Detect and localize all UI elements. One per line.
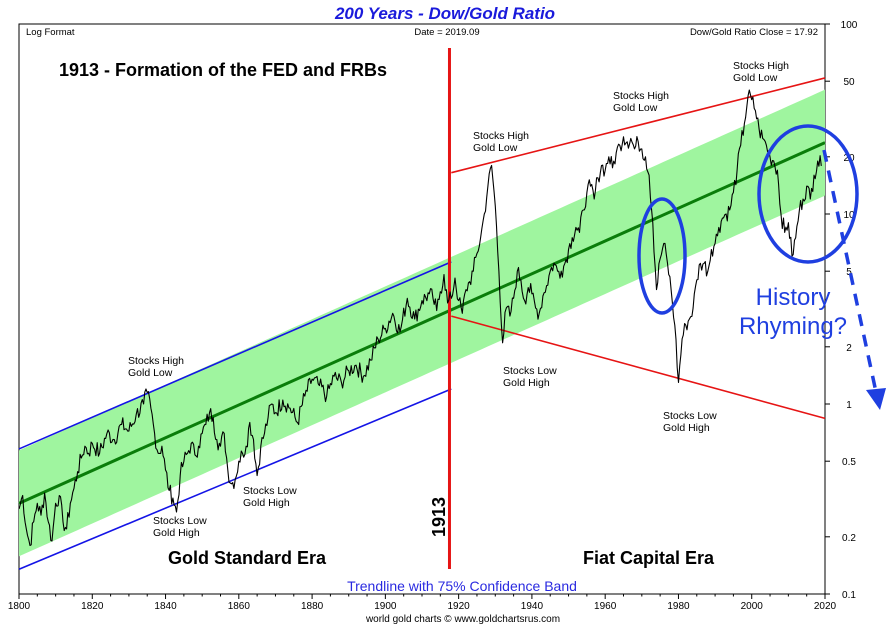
history-rhyming-label: History [756, 284, 831, 311]
confidence-band-layer [18, 89, 826, 557]
x-tick-label: 1820 [81, 601, 104, 612]
x-tick-label: 1800 [8, 601, 31, 612]
x-tick-label: 2020 [814, 601, 837, 612]
y-tick-label: 10 [843, 210, 855, 221]
vertical-1913-label: 1913 [429, 497, 449, 537]
fed-formation-label: 1913 - Formation of the FED and FRBs [59, 60, 387, 80]
stocks-low-gold-high-label: Gold High [243, 497, 290, 509]
annotation-layer: 1913 - Formation of the FED and FRBs Stoc… [59, 60, 886, 568]
dow-gold-ratio-series [18, 89, 822, 547]
gold-channel-upper [18, 261, 452, 450]
y-tick-label: 100 [841, 20, 858, 31]
stocks-high-gold-low-label: Stocks High [128, 355, 184, 367]
x-tick-label: 1840 [154, 601, 177, 612]
fiat-capital-era-label: Fiat Capital Era [583, 548, 715, 568]
y-tick-label: 0.5 [842, 457, 856, 468]
x-tick-label: 1980 [667, 601, 690, 612]
stocks-high-gold-low-label: Stocks High [613, 90, 669, 102]
stocks-low-gold-high-label: Gold High [153, 527, 200, 539]
log-format-label: Log Format [26, 27, 75, 38]
series-layer [18, 89, 822, 547]
chart-title: 200 Years - Dow/Gold Ratio [334, 4, 555, 23]
date-label: Date = 2019.09 [414, 27, 479, 38]
y-tick-label: 1 [846, 400, 852, 411]
footer-credit: world gold charts © www.goldchartsrus.co… [365, 614, 560, 625]
y-tick-label: 5 [846, 267, 852, 278]
y-tick-label: 50 [843, 77, 855, 88]
highlight-circle-2010s [757, 124, 859, 264]
stocks-high-gold-low-label: Gold Low [473, 142, 518, 154]
x-tick-label: 1920 [448, 601, 471, 612]
stocks-high-gold-low-label: Gold Low [613, 102, 658, 114]
trendline-label: Trendline with 75% Confidence Band [347, 578, 577, 594]
x-tick-label: 1940 [521, 601, 544, 612]
fiat-channel-lower [451, 315, 826, 420]
stocks-low-gold-high-label: Gold High [663, 422, 710, 434]
ratio-close-label: Dow/Gold Ratio Close = 17.92 [690, 27, 818, 38]
gold-standard-era-label: Gold Standard Era [168, 548, 327, 568]
stocks-low-gold-high-label: Gold High [503, 377, 550, 389]
y-tick-label: 0.1 [842, 590, 856, 601]
stocks-low-gold-high-label: Stocks Low [663, 410, 717, 422]
x-tick-label: 1880 [301, 601, 324, 612]
x-tick-label: 1860 [228, 601, 251, 612]
stocks-high-gold-low-label: Gold Low [128, 367, 173, 379]
stocks-low-gold-high-label: Stocks Low [503, 365, 557, 377]
history-rhyming-label: Rhyming? [739, 313, 847, 340]
stocks-low-gold-high-label: Stocks Low [153, 515, 207, 527]
trendline [18, 141, 826, 505]
fiat-channel-upper [451, 77, 826, 174]
x-tick-label: 1960 [594, 601, 617, 612]
x-tick-label: 2000 [741, 601, 764, 612]
y-tick-label: 2 [846, 343, 852, 354]
stocks-high-gold-low-label: Stocks High [733, 60, 789, 72]
highlight-circle-1970s [637, 197, 687, 315]
stocks-high-gold-low-label: Stocks High [473, 130, 529, 142]
stocks-low-gold-high-label: Stocks Low [243, 485, 297, 497]
y-tick-label: 0.2 [842, 533, 856, 544]
stocks-high-gold-low-label: Gold Low [733, 72, 778, 84]
x-tick-label: 1900 [374, 601, 397, 612]
dashed-arrow-head [866, 388, 886, 410]
